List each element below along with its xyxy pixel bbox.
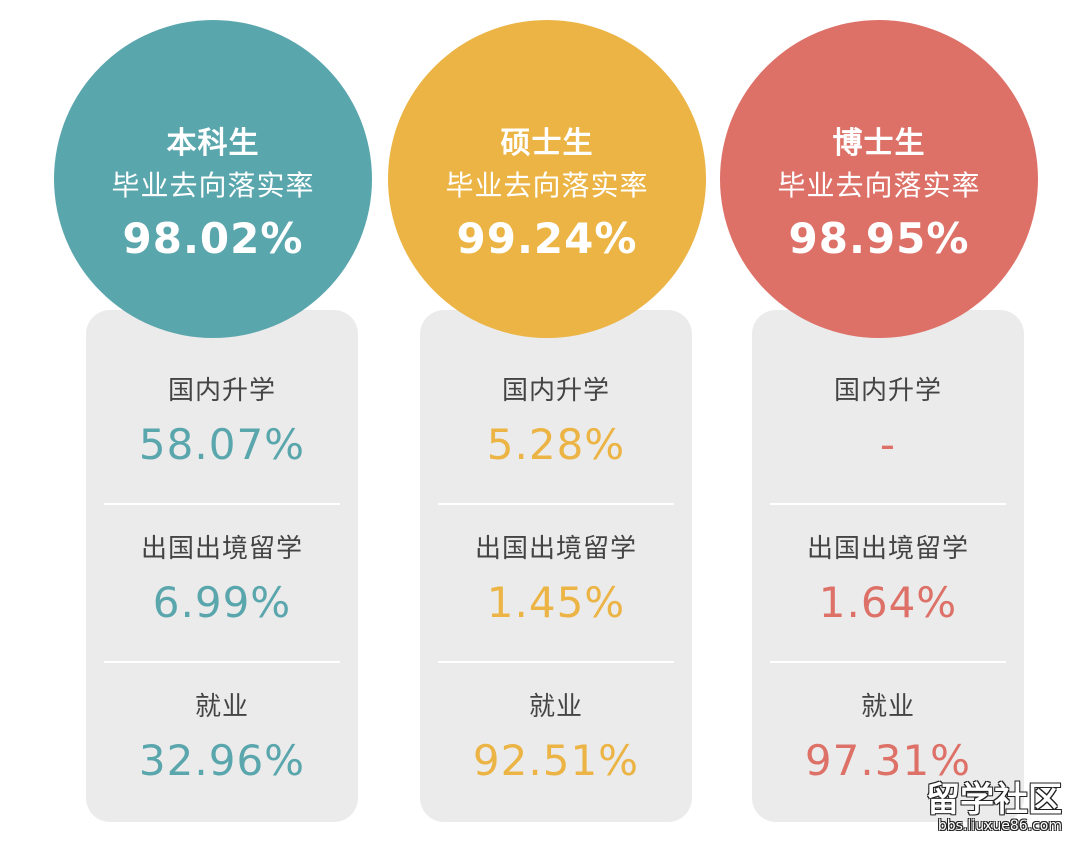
stat-value: 1.64% (818, 578, 958, 627)
degree-level: 硕士生 (500, 126, 594, 161)
summary-caption: 毕业去向落实率 (111, 169, 315, 202)
stat-label: 出国出境留学 (140, 534, 303, 564)
divider (104, 503, 340, 505)
stat-label: 国内升学 (501, 376, 610, 406)
stat-value: 1.45% (486, 578, 626, 627)
stat-label: 就业 (528, 692, 583, 722)
degree-level: 博士生 (832, 126, 926, 161)
watermark: 留学社区 bbs.liuxue86.com (902, 782, 1062, 834)
stat-row-domestic-study: 国内升学 - (752, 310, 1024, 469)
column-doctoral: 国内升学 - 出国出境留学 1.64% 就业 97.31% 博士生 毕业去向落实… (712, 0, 1042, 852)
stat-label: 国内升学 (167, 376, 276, 406)
stats-card: 国内升学 58.07% 出国出境留学 6.99% 就业 32.96% (86, 310, 358, 822)
stat-row-study-abroad: 出国出境留学 1.45% (420, 468, 692, 627)
stat-value: 32.96% (138, 736, 306, 785)
column-master: 国内升学 5.28% 出国出境留学 1.45% 就业 92.51% 硕士生 毕业… (380, 0, 710, 852)
divider (770, 503, 1006, 505)
stat-row-domestic-study: 国内升学 58.07% (86, 310, 358, 469)
divider (104, 661, 340, 663)
stat-row-employment: 就业 97.31% (752, 626, 1024, 785)
stat-label: 就业 (194, 692, 249, 722)
divider (438, 661, 674, 663)
summary-caption: 毕业去向落实率 (777, 169, 981, 202)
divider (438, 503, 674, 505)
stat-value: 58.07% (138, 420, 306, 469)
stat-label: 出国出境留学 (474, 534, 637, 564)
watermark-main: 留学社区 (926, 780, 1062, 820)
stat-value: 92.51% (472, 736, 640, 785)
stat-label: 出国出境留学 (806, 534, 969, 564)
stat-value: 6.99% (152, 578, 292, 627)
stat-row-domestic-study: 国内升学 5.28% (420, 310, 692, 469)
summary-caption: 毕业去向落实率 (445, 169, 649, 202)
summary-rate: 98.95% (788, 214, 970, 263)
stat-value: 97.31% (804, 736, 972, 785)
stat-value: - (879, 420, 897, 469)
stat-row-employment: 就业 32.96% (86, 626, 358, 785)
summary-circle: 硕士生 毕业去向落实率 99.24% (388, 20, 706, 338)
summary-circle: 博士生 毕业去向落实率 98.95% (720, 20, 1038, 338)
stats-card: 国内升学 5.28% 出国出境留学 1.45% 就业 92.51% (420, 310, 692, 822)
stats-card: 国内升学 - 出国出境留学 1.64% 就业 97.31% (752, 310, 1024, 822)
stat-value: 5.28% (486, 420, 626, 469)
stat-row-study-abroad: 出国出境留学 1.64% (752, 468, 1024, 627)
summary-rate: 99.24% (456, 214, 638, 263)
degree-level: 本科生 (166, 126, 260, 161)
watermark-sub: bbs.liuxue86.com (937, 818, 1062, 834)
stat-label: 就业 (860, 692, 915, 722)
summary-circle: 本科生 毕业去向落实率 98.02% (54, 20, 372, 338)
stat-label: 国内升学 (833, 376, 942, 406)
stat-row-employment: 就业 92.51% (420, 626, 692, 785)
divider (770, 661, 1006, 663)
stat-row-study-abroad: 出国出境留学 6.99% (86, 468, 358, 627)
summary-rate: 98.02% (122, 214, 304, 263)
column-undergraduate: 国内升学 58.07% 出国出境留学 6.99% 就业 32.96% 本科生 毕… (46, 0, 376, 852)
